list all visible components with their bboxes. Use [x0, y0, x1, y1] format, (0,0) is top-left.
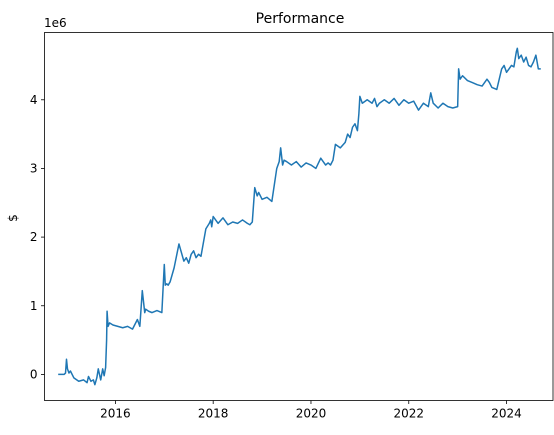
x-tick-label: 2018 [198, 407, 229, 421]
y-axis-ticks: 0 1 2 3 4 [30, 93, 45, 381]
performance-line [58, 47, 541, 386]
plot-frame [44, 32, 554, 401]
y-tick-label: 2 [30, 230, 38, 244]
x-axis-ticks: 2016 2018 2020 2022 2024 [100, 400, 522, 421]
y-tick-label: 3 [30, 161, 38, 175]
x-tick-label: 2020 [296, 407, 327, 421]
y-axis-label: $ [6, 214, 20, 222]
chart-title: Performance [256, 11, 345, 27]
y-tick-label: 0 [30, 367, 38, 381]
x-tick-label: 2022 [393, 407, 424, 421]
x-tick-label: 2016 [100, 407, 131, 421]
y-tick-label: 1 [30, 299, 38, 313]
x-tick-label: 2024 [491, 407, 522, 421]
y-offset-text: 1e6 [44, 16, 67, 30]
y-tick-label: 4 [30, 93, 38, 107]
